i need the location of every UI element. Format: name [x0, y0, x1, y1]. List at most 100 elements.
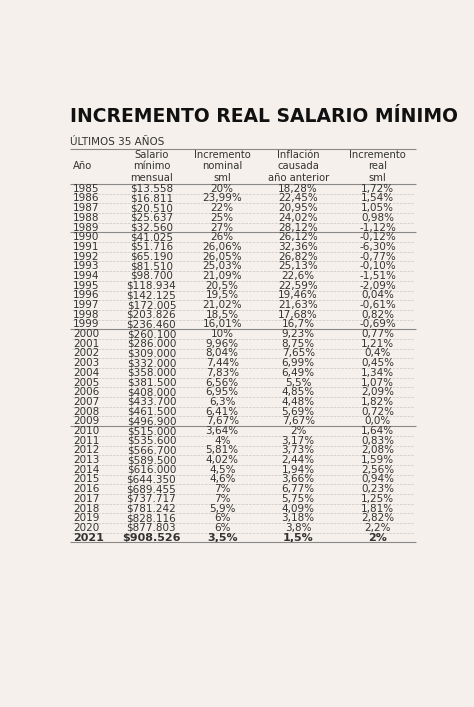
Text: $566.700: $566.700 [127, 445, 176, 455]
Text: 2005: 2005 [73, 378, 100, 387]
Text: 3,8%: 3,8% [285, 523, 311, 533]
Text: 5,69%: 5,69% [282, 407, 315, 416]
Text: 6,77%: 6,77% [282, 484, 315, 494]
Text: 26,06%: 26,06% [202, 242, 242, 252]
Text: 1986: 1986 [73, 194, 100, 204]
Text: $25.637: $25.637 [130, 213, 173, 223]
Text: $535.600: $535.600 [127, 436, 176, 445]
Text: $828.116: $828.116 [127, 513, 176, 523]
Text: Incremento
real
sml: Incremento real sml [349, 150, 406, 183]
Text: $461.500: $461.500 [127, 407, 176, 416]
Text: 1,54%: 1,54% [361, 194, 394, 204]
Text: $142.125: $142.125 [127, 291, 176, 300]
Text: $286.000: $286.000 [127, 339, 176, 349]
Text: 6,56%: 6,56% [206, 378, 239, 387]
Text: 1,81%: 1,81% [361, 503, 394, 513]
Text: 32,36%: 32,36% [278, 242, 318, 252]
Text: 7%: 7% [214, 484, 230, 494]
Text: 7,44%: 7,44% [206, 358, 239, 368]
Text: 2004: 2004 [73, 368, 100, 378]
Text: 6,49%: 6,49% [282, 368, 315, 378]
Text: 7%: 7% [214, 494, 230, 504]
Text: 20%: 20% [211, 184, 234, 194]
Text: 2,56%: 2,56% [361, 464, 394, 475]
Text: 3,64%: 3,64% [206, 426, 239, 436]
Text: 0,98%: 0,98% [361, 213, 394, 223]
Text: 16,01%: 16,01% [202, 320, 242, 329]
Text: $877.803: $877.803 [127, 523, 176, 533]
Text: $51.716: $51.716 [130, 242, 173, 252]
Text: 8,04%: 8,04% [206, 349, 239, 358]
Text: 20,5%: 20,5% [206, 281, 239, 291]
Text: 21,63%: 21,63% [278, 300, 318, 310]
Text: $41.025: $41.025 [130, 232, 173, 243]
Text: $332.000: $332.000 [127, 358, 176, 368]
Text: $203.826: $203.826 [127, 310, 176, 320]
Text: 4%: 4% [214, 436, 230, 445]
Text: 26,82%: 26,82% [278, 252, 318, 262]
Text: 7,83%: 7,83% [206, 368, 239, 378]
Text: $358.000: $358.000 [127, 368, 176, 378]
Text: 7,65%: 7,65% [282, 349, 315, 358]
Text: 1991: 1991 [73, 242, 100, 252]
Text: 4,48%: 4,48% [282, 397, 315, 407]
Text: 2006: 2006 [73, 387, 100, 397]
Text: $781.242: $781.242 [127, 503, 176, 513]
Text: 21,09%: 21,09% [202, 271, 242, 281]
Text: 1990: 1990 [73, 232, 100, 243]
Text: -1,12%: -1,12% [359, 223, 396, 233]
Text: 17,68%: 17,68% [278, 310, 318, 320]
Text: 2001: 2001 [73, 339, 100, 349]
Text: 7,67%: 7,67% [282, 416, 315, 426]
Text: $616.000: $616.000 [127, 464, 176, 475]
Text: 26%: 26% [210, 232, 234, 243]
Text: $81.510: $81.510 [130, 262, 173, 271]
Text: 6,99%: 6,99% [282, 358, 315, 368]
Text: 0,23%: 0,23% [361, 484, 394, 494]
Text: -0,77%: -0,77% [359, 252, 396, 262]
Text: 8,75%: 8,75% [282, 339, 315, 349]
Text: 20,95%: 20,95% [278, 203, 318, 213]
Text: 1985: 1985 [73, 184, 100, 194]
Text: 18,28%: 18,28% [278, 184, 318, 194]
Text: 9,96%: 9,96% [206, 339, 239, 349]
Text: 1993: 1993 [73, 262, 100, 271]
Text: $433.700: $433.700 [127, 397, 176, 407]
Text: 2%: 2% [290, 426, 306, 436]
Text: 2016: 2016 [73, 484, 100, 494]
Text: 2011: 2011 [73, 436, 100, 445]
Text: 28,12%: 28,12% [278, 223, 318, 233]
Text: 2%: 2% [368, 532, 387, 542]
Text: 9,23%: 9,23% [282, 329, 315, 339]
Text: 2018: 2018 [73, 503, 100, 513]
Text: 22%: 22% [210, 203, 234, 213]
Text: -2,09%: -2,09% [359, 281, 396, 291]
Text: 2003: 2003 [73, 358, 100, 368]
Text: 1999: 1999 [73, 320, 100, 329]
Text: $32.560: $32.560 [130, 223, 173, 233]
Text: 19,5%: 19,5% [206, 291, 239, 300]
Text: -0,61%: -0,61% [359, 300, 396, 310]
Text: 1,64%: 1,64% [361, 426, 394, 436]
Text: 1994: 1994 [73, 271, 100, 281]
Text: 0,04%: 0,04% [361, 291, 394, 300]
Text: $260.100: $260.100 [127, 329, 176, 339]
Text: 4,02%: 4,02% [206, 455, 239, 465]
Text: 1,07%: 1,07% [361, 378, 394, 387]
Text: 25%: 25% [210, 213, 234, 223]
Text: 2021: 2021 [73, 532, 104, 542]
Text: 2000: 2000 [73, 329, 100, 339]
Text: 2002: 2002 [73, 349, 100, 358]
Text: 1,34%: 1,34% [361, 368, 394, 378]
Text: 18,5%: 18,5% [206, 310, 239, 320]
Text: 5,5%: 5,5% [285, 378, 311, 387]
Text: 2014: 2014 [73, 464, 100, 475]
Text: 2019: 2019 [73, 513, 100, 523]
Text: $737.717: $737.717 [127, 494, 176, 504]
Text: $309.000: $309.000 [127, 349, 176, 358]
Text: 25,13%: 25,13% [278, 262, 318, 271]
Text: $118.934: $118.934 [127, 281, 176, 291]
Text: 0,0%: 0,0% [365, 416, 391, 426]
Text: $65.190: $65.190 [130, 252, 173, 262]
Text: 2,2%: 2,2% [365, 523, 391, 533]
